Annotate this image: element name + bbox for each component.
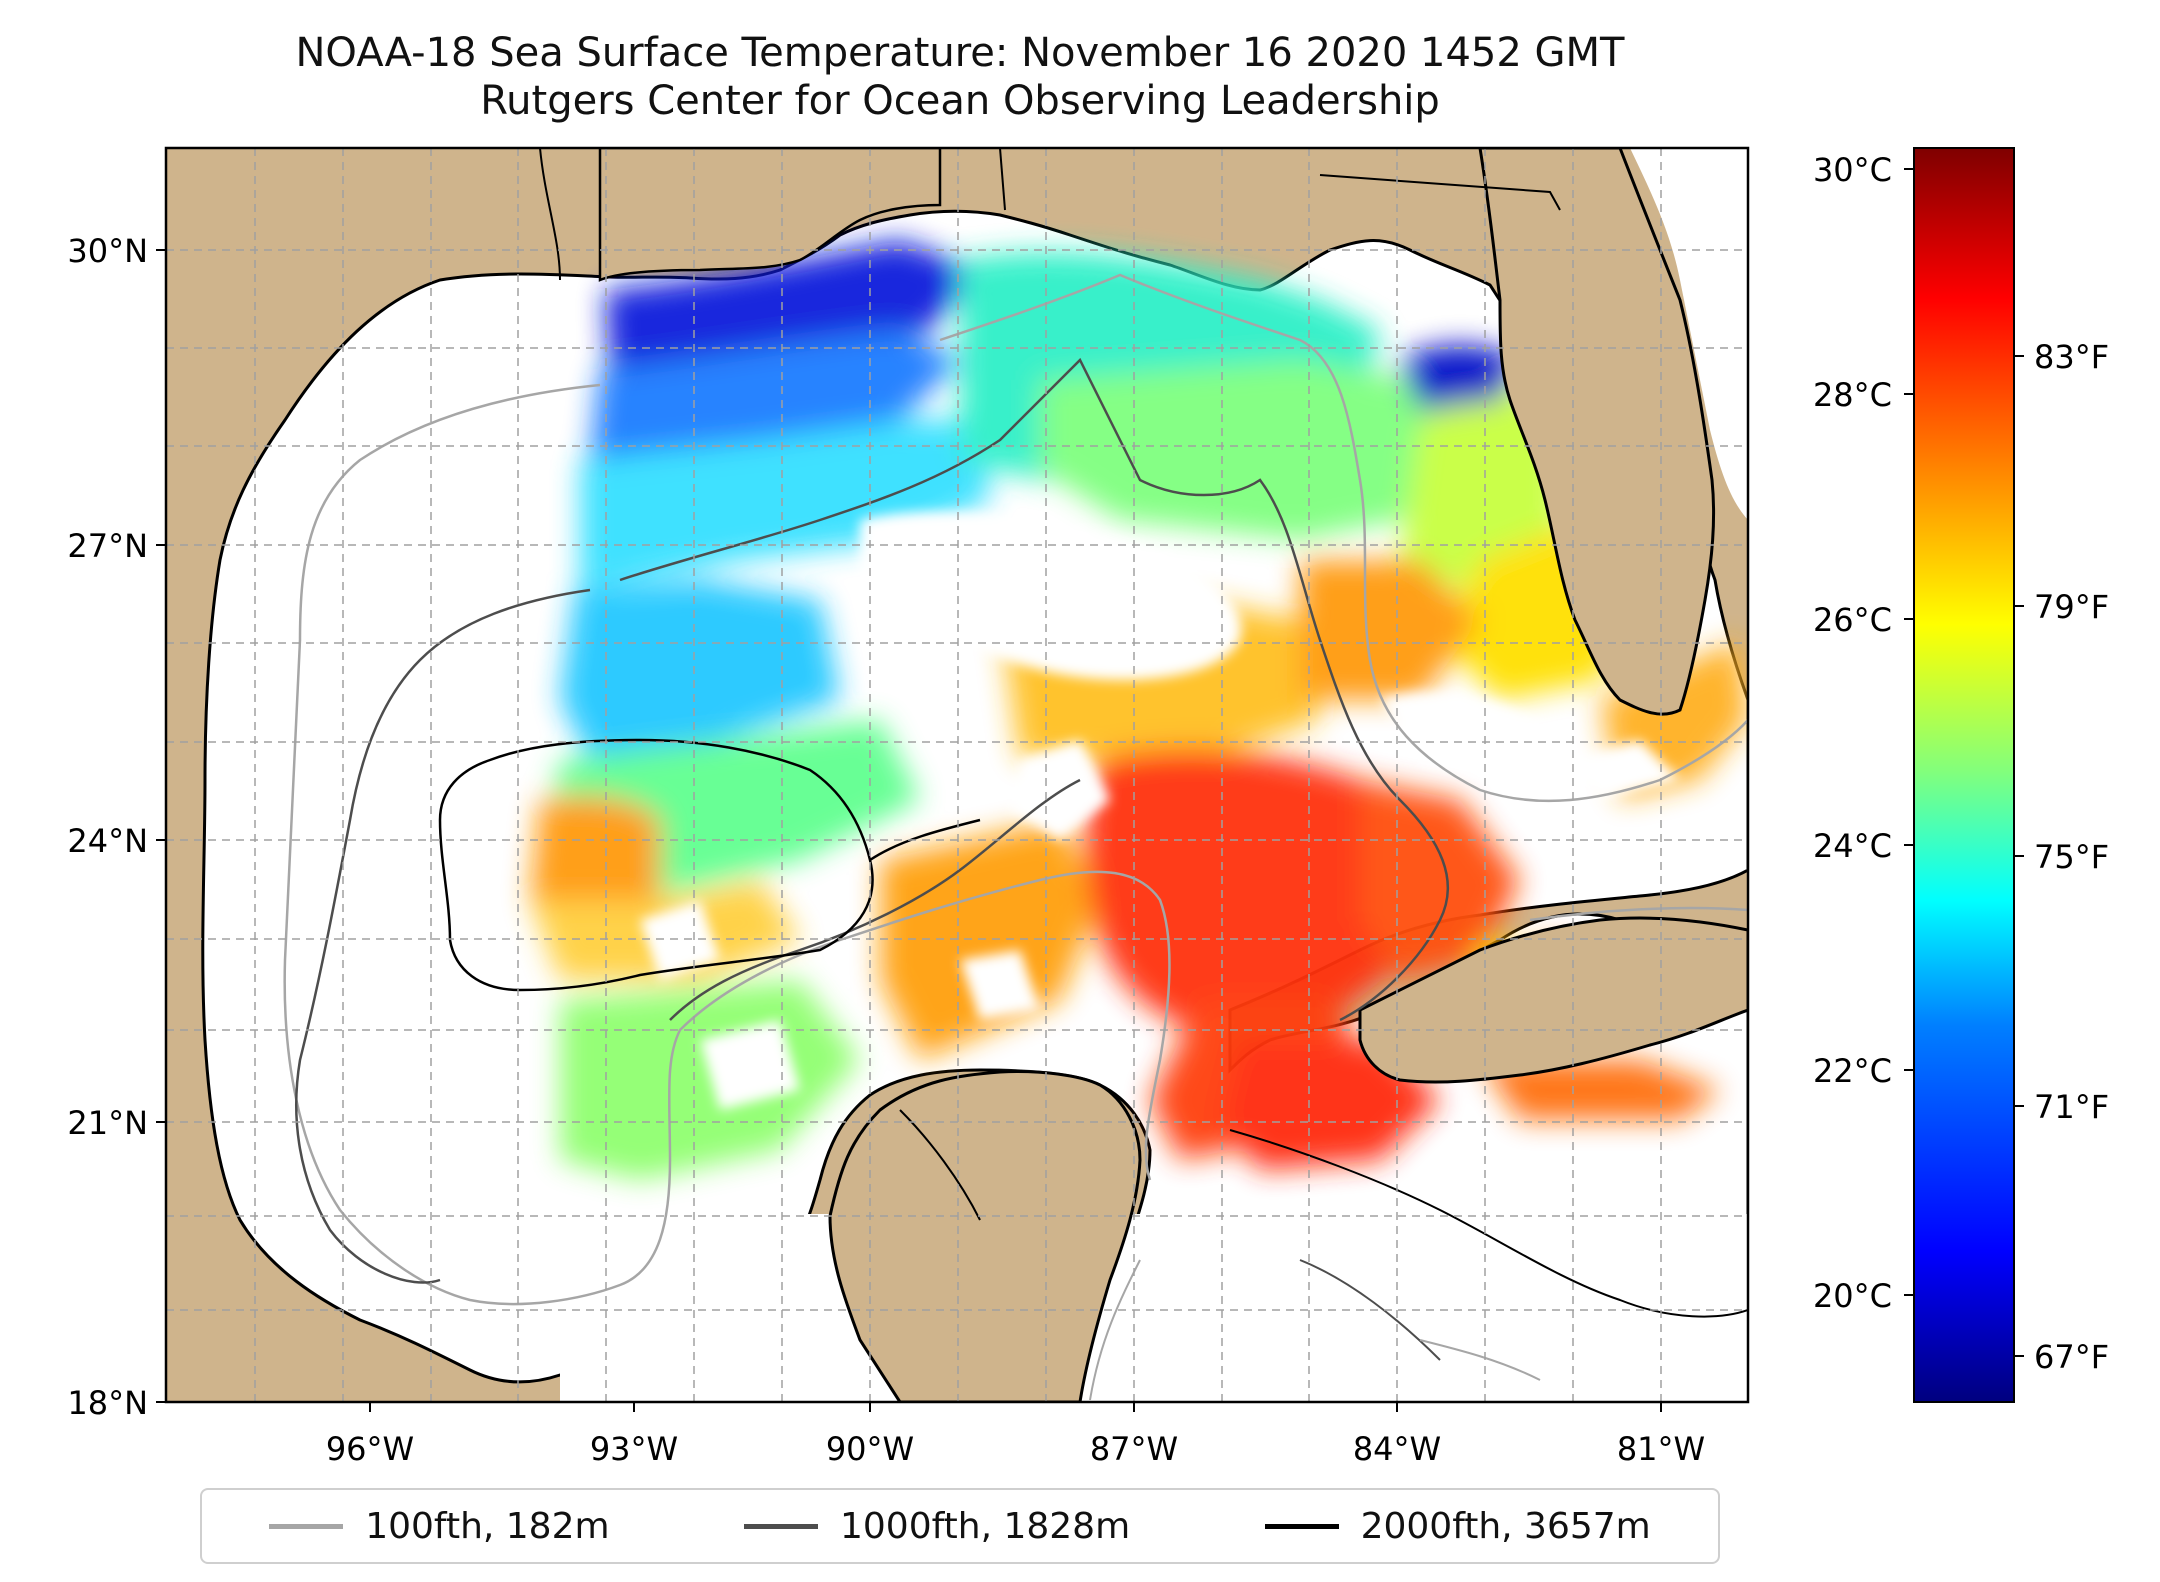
sst-field [530,240,1748,1180]
atlantic-water [1630,148,1748,520]
lon-tick-label: 96°W [326,1430,414,1468]
colorbar-gradient [1913,147,2015,1403]
gridlines [166,148,1748,1402]
colorbar-fahrenheit-label: 75°F [2034,838,2109,876]
colorbar-fahrenheit-label: 67°F [2034,1338,2109,1376]
legend-item-1000fth: 1000fth, 1828m [743,1505,1131,1547]
map-area [166,148,1748,1402]
lat-tick-label: 24°N [67,822,148,860]
colorbar-celsius-label: 30°C [1813,151,1892,189]
lon-tick-label: 81°W [1617,1430,1705,1468]
cuba [1358,916,1748,1084]
colorbar-fahrenheit-label: 71°F [2034,1088,2109,1126]
lat-tick-label: 27°N [67,527,148,565]
legend-line-1000fth [743,1523,818,1529]
map-frame [164,146,1750,1404]
lon-tick-label: 90°W [826,1430,914,1468]
lat-tick-label: 18°N [67,1384,148,1422]
lon-tick-label: 84°W [1353,1430,1441,1468]
colorbar-celsius-label: 20°C [1813,1277,1892,1315]
no-data-south [560,1214,1748,1402]
legend-label: 2000fth, 3657m [1360,1505,1651,1547]
bathymetry-contours [283,273,1748,1401]
legend-label: 100fth, 182m [365,1505,610,1547]
colorbar-celsius-label: 24°C [1813,827,1892,865]
lon-tick-label: 93°W [590,1430,678,1468]
lat-axis: 30°N 27°N 24°N 21°N 18°N [67,232,166,1422]
legend-label: 1000fth, 1828m [839,1505,1131,1547]
colorbar-fahrenheit-label: 83°F [2034,338,2109,376]
florida [1478,148,1716,716]
map-subtitle: Rutgers Center for Ocean Observing Leade… [480,78,1440,124]
colorbar: 30°C 28°C 26°C 24°C 22°C 20°C 83°F 79°F … [1813,147,2109,1403]
map-title: NOAA-18 Sea Surface Temperature: Novembe… [295,30,1625,76]
colorbar-celsius-label: 26°C [1813,601,1892,639]
colorbar-celsius-label: 22°C [1813,1052,1892,1090]
legend-line-2000fth [1264,1523,1339,1529]
legend-item-2000fth: 2000fth, 3657m [1264,1505,1651,1547]
lon-axis: 96°W 93°W 90°W 87°W 84°W 81°W [326,1402,1705,1468]
contour-legend: 100fth, 182m 1000fth, 1828m 2000fth, 365… [200,1488,1720,1564]
louisiana-coast [598,148,942,282]
lon-tick-label: 87°W [1090,1430,1178,1468]
colorbar-fahrenheit-label: 79°F [2034,588,2109,626]
legend-line-100fth [269,1523,344,1529]
lat-tick-label: 21°N [67,1104,148,1142]
legend-item-100fth: 100fth, 182m [269,1505,610,1547]
colorbar-celsius-label: 28°C [1813,376,1892,414]
lat-tick-label: 30°N [67,232,148,270]
